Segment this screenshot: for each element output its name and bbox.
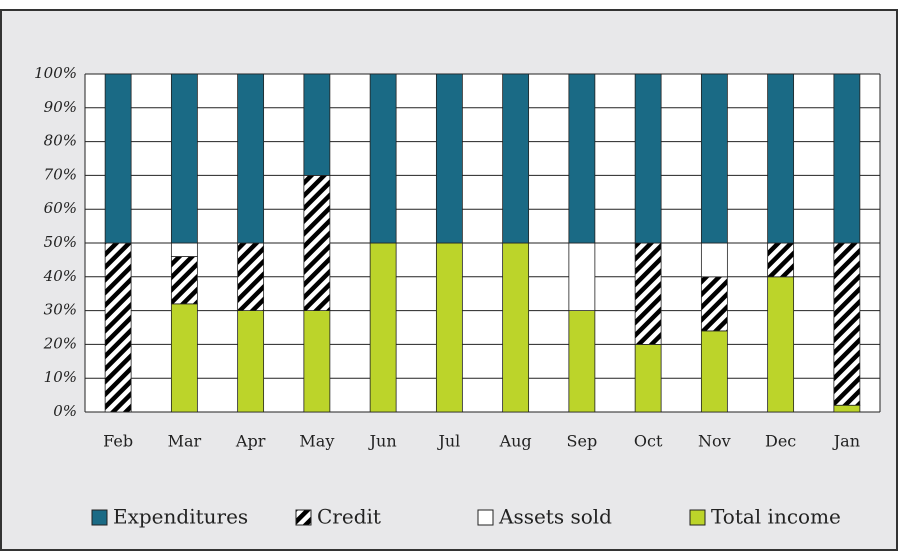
x-tick-label: Dec: [765, 432, 796, 451]
legend-label: Total income: [711, 505, 841, 529]
x-tick-label: May: [299, 432, 334, 451]
bar-segment: [369, 73, 397, 244]
y-tick-label: 40%: [43, 267, 77, 285]
bar-segment: [833, 73, 861, 244]
bar-segment: [634, 343, 662, 413]
bar-segment: [170, 73, 198, 244]
bar-segment: [237, 310, 265, 413]
x-tick-label: Sep: [567, 432, 598, 451]
x-tick-label: Jun: [368, 432, 397, 451]
y-tick-label: 50%: [44, 233, 77, 251]
legend-label: Assets sold: [498, 505, 612, 529]
bar-segment: [634, 242, 662, 345]
y-tick-label: 10%: [44, 368, 77, 386]
bar-segment: [303, 73, 331, 176]
legend-swatch: [295, 509, 312, 526]
y-tick-label: 70%: [44, 165, 77, 183]
y-tick-label: 60%: [44, 199, 77, 217]
x-tick-label: Jul: [436, 432, 460, 451]
bar-segment: [700, 73, 728, 244]
x-tick-label: Oct: [634, 432, 663, 451]
bar-segment: [700, 276, 728, 332]
bar-segment: [104, 73, 132, 244]
bar-segment: [568, 242, 596, 311]
legend-label: Expenditures: [113, 505, 248, 529]
y-tick-label: 80%: [44, 132, 77, 150]
x-tick-label: Feb: [103, 432, 133, 451]
bar-segment: [435, 242, 463, 413]
bar-segment: [502, 73, 530, 244]
bar-segment: [767, 276, 795, 413]
bar-segment: [568, 310, 596, 413]
bar-segment: [502, 242, 530, 413]
x-tick-label: Nov: [698, 432, 731, 451]
y-tick-label: 30%: [44, 301, 77, 319]
x-tick-label: Jan: [832, 432, 860, 451]
bar-segment: [435, 73, 463, 244]
bar-segment: [700, 242, 728, 278]
bar-segment: [303, 174, 331, 311]
legend-swatch: [91, 509, 108, 526]
x-tick-label: Aug: [499, 432, 532, 451]
bar-segment: [634, 73, 662, 244]
bar-segment: [237, 242, 265, 311]
bar-segment: [170, 303, 198, 413]
bar-segment: [369, 242, 397, 413]
legend-label: Credit: [317, 505, 381, 529]
y-tick-label: 90%: [44, 98, 77, 116]
legend-swatch: [477, 509, 494, 526]
y-tick-label: 0%: [53, 402, 77, 420]
x-tick-label: Apr: [235, 432, 266, 451]
bar-segment: [170, 242, 198, 257]
bar-segment: [568, 73, 596, 244]
bar-segment: [700, 330, 728, 413]
bar-segment: [303, 310, 331, 413]
bar-segment: [833, 242, 861, 406]
bar-segment: [833, 404, 861, 413]
y-tick-label: 20%: [43, 334, 77, 352]
bar-segment: [237, 73, 265, 244]
bar-segment: [767, 73, 795, 244]
legend-swatch: [689, 509, 706, 526]
bar-segment: [170, 256, 198, 305]
y-tick-label: 100%: [34, 64, 77, 82]
x-tick-label: Mar: [168, 432, 202, 451]
bar-segment: [767, 242, 795, 278]
bar-segment: [104, 242, 132, 413]
